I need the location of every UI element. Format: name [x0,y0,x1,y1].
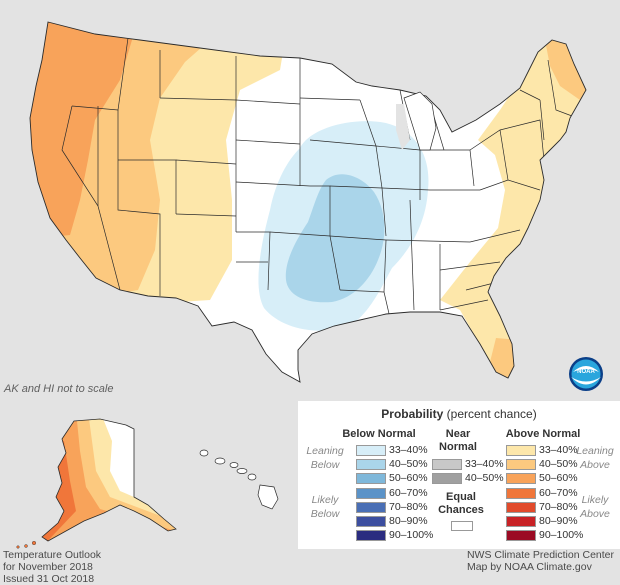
below-normal-bin-label-5: 70–80% [389,500,428,513]
likely-below-label: Likely Below [300,493,350,521]
below-normal-swatch-7 [356,530,386,542]
above-normal-bin-label-2: 40–50% [539,458,578,471]
above-normal-heading: Above Normal [505,428,581,440]
above-normal-swatch-4 [506,487,536,499]
legend-title-rest: (percent chance) [443,407,537,421]
below-normal-heading: Below Normal [342,428,416,440]
equal-chances-swatch [451,521,473,531]
above-normal-swatch-6 [506,516,536,527]
scale-note: AK and HI not to scale [4,383,114,395]
below-normal-bin-label-6: 80–90% [389,515,428,527]
us-outline [29,21,587,383]
above-normal-bin-label-7: 90–100% [539,529,584,542]
hawaii-inset [186,401,297,549]
below-normal-bin-label-7: 90–100% [389,529,434,542]
above-normal-swatch-3 [506,473,536,485]
below-normal-swatch-4 [356,487,386,499]
outlook-caption: Temperature Outlook for November 2018 Is… [3,549,101,585]
below-normal-swatch-2 [356,459,386,471]
alaska-inset [0,401,184,549]
leaning-above-line1: Leaning [576,445,614,457]
outlook-title: Temperature Outlook [3,549,102,561]
near-normal-swatch-2 [432,473,462,485]
above-normal-swatch-1 [506,445,536,456]
legend-title-bold: Probability [381,407,444,421]
conus-map-svg: NOAA [29,21,603,391]
below-normal-swatch-3 [356,473,386,485]
below-40-50 [285,174,385,303]
likely-above-label: Likely Above [570,493,620,521]
lake-michigan [396,104,410,150]
below-normal-bin-label-1: 33–40% [389,444,428,456]
below-normal-swatch-1 [356,445,386,456]
likely-above-line2: Above [580,508,610,520]
near-normal-heading-line1: Near [445,428,471,440]
likely-above-line1: Likely [581,494,609,506]
above-normal-bin-label-6: 80–90% [539,515,578,527]
credits: NWS Climate Prediction Center Map by NOA… [467,549,614,573]
above-40-50-maine [545,40,586,100]
noaa-logo-text: NOAA [577,369,595,375]
below-normal-bin-label-4: 60–70% [389,486,428,499]
above-normal-bin-label-1: 33–40% [539,444,578,456]
noaa-logo: NOAA [569,357,603,391]
equal-chances-label: Equal Chances [433,491,489,517]
below-normal-bin-label-2: 40–50% [389,458,428,471]
above-normal-swatch-5 [506,501,536,513]
below-normal-swatch-5 [356,501,386,513]
leaning-below-line1: Leaning [306,445,344,457]
probability-legend: Probability (percent chance) Below Norma… [298,401,620,549]
michigan [403,91,437,151]
likely-below-line2: Below [310,508,340,520]
credit-cpc: NWS Climate Prediction Center [466,549,614,561]
below-normal-bin-label-3: 50–60% [389,472,428,485]
leaning-above-label: Leaning Above [570,444,620,472]
above-40-50-florida [490,338,520,380]
outlook-period: for November 2018 [3,561,93,573]
equal-chances-line1: Equal [446,491,476,503]
hawaii-map-svg [199,449,279,510]
outlook-issued: Issued 31 Oct 2018 [3,573,95,585]
above-50-60-west [30,22,135,240]
near-normal-heading-line2: Normal [439,441,477,453]
legend-title: Probability (percent chance) [298,407,620,421]
aleutian-islands [16,540,37,549]
alaska-map-svg [16,418,177,549]
near-normal-bin-label-1: 33–40% [465,458,504,470]
above-normal-bin-label-5: 70–80% [539,500,578,513]
near-normal-bin-label-2: 40–50% [465,472,504,485]
below-normal-swatch-6 [356,516,386,527]
above-normal-bin-label-4: 60–70% [539,486,578,499]
above-normal-swatch-7 [506,530,536,542]
above-normal-swatch-2 [506,459,536,471]
likely-below-line1: Likely [311,494,339,506]
above-normal-bin-label-3: 50–60% [539,472,578,485]
equal-chances-line2: Chances [438,504,484,516]
conus-map: NOAA AK and HI not to scale [4,21,603,395]
near-normal-swatch-1 [432,459,462,470]
state-borders [61,37,573,319]
credit-map-by: Map by NOAA Climate.gov [466,561,592,573]
near-normal-heading: Near Normal [428,428,488,454]
leaning-above-line2: Above [580,459,610,471]
leaning-below-label: Leaning Below [300,444,350,472]
leaning-below-line2: Below [310,459,340,471]
